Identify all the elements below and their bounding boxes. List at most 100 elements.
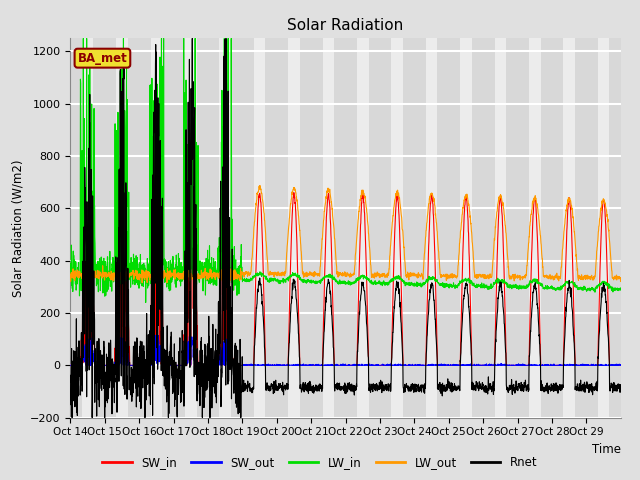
Bar bbox=[220, 38, 231, 418]
LW_in bbox=[543, 285, 550, 291]
Rnet bbox=[379, 384, 387, 390]
Bar bbox=[415, 38, 426, 418]
Bar bbox=[140, 38, 150, 418]
LW_in bbox=[79, 36, 87, 41]
Bar bbox=[472, 38, 483, 418]
SW_in bbox=[617, 362, 625, 368]
Bar bbox=[288, 38, 300, 418]
Bar bbox=[82, 38, 93, 418]
SW_in bbox=[609, 362, 617, 368]
Bar bbox=[346, 38, 357, 418]
SW_in bbox=[122, 283, 129, 289]
Line: SW_out: SW_out bbox=[70, 335, 621, 365]
LW_in bbox=[609, 285, 617, 291]
LW_in bbox=[142, 300, 150, 305]
LW_out bbox=[241, 271, 248, 277]
Bar bbox=[208, 38, 220, 418]
Bar bbox=[529, 38, 541, 418]
Bar bbox=[632, 38, 640, 418]
SW_out bbox=[511, 362, 519, 368]
Bar bbox=[609, 38, 621, 418]
Rnet bbox=[617, 389, 625, 395]
SW_in bbox=[379, 362, 387, 368]
Bar bbox=[438, 38, 449, 418]
Bar bbox=[93, 38, 105, 418]
Bar bbox=[495, 38, 506, 418]
Bar bbox=[483, 38, 495, 418]
Bar bbox=[163, 38, 173, 418]
LW_out bbox=[543, 273, 550, 278]
Bar bbox=[334, 38, 346, 418]
Line: LW_out: LW_out bbox=[70, 185, 621, 283]
Line: Rnet: Rnet bbox=[70, 38, 621, 418]
Bar bbox=[518, 38, 529, 418]
LW_out bbox=[609, 275, 617, 280]
LW_out bbox=[617, 275, 625, 280]
Bar bbox=[598, 38, 609, 418]
X-axis label: Time: Time bbox=[592, 443, 621, 456]
LW_out bbox=[512, 275, 520, 280]
Rnet bbox=[241, 385, 248, 391]
LW_out bbox=[379, 271, 387, 276]
SW_out bbox=[609, 362, 617, 368]
Y-axis label: Solar Radiation (W/m2): Solar Radiation (W/m2) bbox=[12, 159, 24, 297]
Bar bbox=[506, 38, 518, 418]
Bar bbox=[266, 38, 276, 418]
Bar bbox=[116, 38, 128, 418]
SW_out bbox=[617, 362, 625, 368]
Bar bbox=[357, 38, 369, 418]
SW_in bbox=[152, 168, 159, 174]
LW_out bbox=[122, 268, 129, 274]
Bar bbox=[173, 38, 185, 418]
Bar bbox=[105, 38, 116, 418]
Bar bbox=[391, 38, 403, 418]
Bar bbox=[575, 38, 586, 418]
SW_out bbox=[67, 362, 74, 368]
LW_in bbox=[241, 276, 248, 282]
Bar bbox=[449, 38, 460, 418]
LW_in bbox=[617, 288, 625, 293]
SW_in bbox=[67, 362, 74, 368]
Title: Solar Radiation: Solar Radiation bbox=[287, 18, 404, 33]
Rnet bbox=[122, 263, 129, 269]
LW_in bbox=[512, 284, 520, 290]
LW_out bbox=[256, 182, 264, 188]
LW_out bbox=[157, 280, 164, 286]
Bar bbox=[185, 38, 196, 418]
LW_in bbox=[122, 251, 129, 257]
Bar bbox=[563, 38, 575, 418]
SW_out bbox=[543, 362, 550, 368]
SW_out bbox=[379, 361, 387, 367]
Rnet bbox=[67, 402, 74, 408]
Bar bbox=[150, 38, 163, 418]
Bar bbox=[403, 38, 415, 418]
Bar bbox=[243, 38, 253, 418]
SW_out bbox=[221, 332, 229, 338]
Rnet bbox=[68, 415, 76, 420]
SW_in bbox=[241, 362, 248, 368]
Legend: SW_in, SW_out, LW_in, LW_out, Rnet: SW_in, SW_out, LW_in, LW_out, Rnet bbox=[98, 452, 542, 474]
LW_out bbox=[67, 272, 74, 277]
Bar bbox=[300, 38, 311, 418]
Bar bbox=[311, 38, 323, 418]
Bar bbox=[231, 38, 243, 418]
LW_in bbox=[379, 279, 387, 285]
Text: BA_met: BA_met bbox=[77, 52, 127, 65]
SW_out bbox=[122, 353, 129, 359]
Bar bbox=[460, 38, 472, 418]
Line: LW_in: LW_in bbox=[70, 38, 621, 302]
Line: SW_in: SW_in bbox=[70, 171, 621, 365]
Bar bbox=[276, 38, 288, 418]
Bar bbox=[621, 38, 632, 418]
Bar bbox=[128, 38, 140, 418]
Bar bbox=[380, 38, 391, 418]
Bar bbox=[369, 38, 380, 418]
SW_in bbox=[511, 362, 519, 368]
Bar bbox=[426, 38, 438, 418]
Rnet bbox=[512, 384, 520, 389]
Rnet bbox=[188, 36, 196, 41]
Bar bbox=[196, 38, 208, 418]
Rnet bbox=[543, 381, 550, 387]
Bar bbox=[323, 38, 334, 418]
Bar bbox=[70, 38, 82, 418]
